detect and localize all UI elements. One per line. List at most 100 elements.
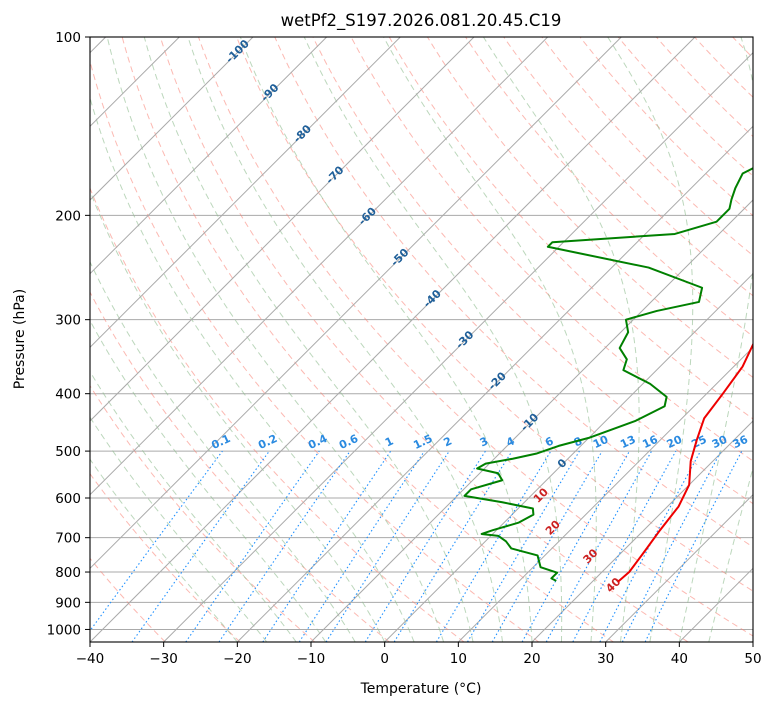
dry-adiabat-label: 20 [543, 517, 563, 537]
axes: −40 −30 −20 −10 0 10 20 30 40 5010020030040050060… [47, 30, 762, 667]
moist-adiabat [239, 37, 533, 642]
x-axis-label: Temperature (°C) [360, 681, 482, 697]
y-tick-label: 100 [55, 30, 81, 46]
x-tick-label: −40 [76, 651, 105, 667]
x-tick-label: 20 [523, 651, 540, 667]
isotherm-label: -90 [258, 81, 281, 104]
mixing-ratio-line [298, 450, 425, 642]
y-tick-label: 900 [55, 595, 81, 611]
dry-adiabat [426, 37, 753, 378]
dry-adiabat [198, 37, 753, 637]
y-tick-label: 600 [55, 491, 81, 507]
x-tick-label: −20 [223, 651, 252, 667]
mixing-ratio-label: 36 [731, 433, 751, 451]
mixing-ratio-line [644, 450, 743, 642]
moist-adiabat [90, 260, 356, 642]
isotherm [236, 125, 753, 642]
moist-adiabat [106, 37, 445, 642]
dry-adiabat-label: 30 [581, 546, 601, 566]
dry-adiabat [350, 37, 753, 462]
moist-adiabat [90, 370, 297, 642]
dry-adiabat [732, 37, 753, 59]
mixing-ratio-line [599, 450, 702, 642]
x-tick-label: −10 [297, 651, 326, 667]
mixing-ratio-label: 0.4 [306, 432, 329, 452]
y-tick-label: 300 [55, 313, 81, 329]
mixing-ratio-line [545, 450, 653, 642]
dry-adiabat [90, 472, 241, 642]
dry-adiabat [274, 37, 753, 548]
y-tick-label: 500 [55, 444, 81, 460]
dry-adiabat [90, 59, 540, 642]
dry-adiabat [694, 37, 753, 98]
isotherm [90, 37, 254, 201]
mixing-ratio-label: 30 [710, 433, 730, 451]
isotherm [90, 37, 696, 642]
moist-adiabat [708, 466, 753, 642]
dry-adiabat [617, 37, 753, 177]
mixing-ratio-line [364, 450, 486, 642]
plot-frame [89, 36, 754, 643]
mixing-ratio-label: 0.1 [209, 432, 232, 452]
mixing-ratio-label: 16 [640, 433, 660, 451]
isotherm [752, 641, 753, 642]
isotherm-label: 0 [555, 456, 570, 471]
moist-adiabat [90, 416, 268, 642]
x-tick-label: −30 [149, 651, 178, 667]
chart-title: wetPf2_S197.2026.081.20.45.C19 [281, 11, 562, 31]
dry-adiabat [312, 37, 753, 505]
y-tick-label: 400 [55, 387, 81, 403]
isotherm-label: -50 [388, 246, 411, 269]
y-tick-label: 200 [55, 208, 81, 224]
moist-adiabat [90, 96, 415, 642]
dry-adiabat [771, 37, 775, 642]
moist-adiabat [143, 37, 474, 642]
moist-adiabat [187, 37, 504, 642]
dry-adiabat [90, 384, 316, 642]
dry-adiabat [388, 37, 753, 420]
mixing-ratio-line [90, 450, 223, 632]
isotherm-label: -60 [356, 204, 379, 227]
isotherm [90, 37, 475, 422]
mixing-ratio-line [521, 450, 630, 642]
isotherm [678, 567, 753, 642]
dry-adiabat [465, 37, 753, 337]
moist-adiabat [678, 37, 753, 642]
isotherm [90, 37, 328, 275]
y-tick-label: 1000 [47, 622, 81, 638]
isotherm-label: -30 [453, 328, 476, 351]
isotherm-label: -20 [486, 369, 509, 392]
dry-adiabat [159, 37, 689, 642]
mixing-ratio-line [393, 450, 513, 642]
background-lines [90, 37, 775, 642]
profile-line-1 [617, 342, 753, 583]
moist-adiabat [383, 37, 597, 642]
mixing-ratio-label: 3 [478, 434, 490, 449]
isotherm [90, 37, 622, 570]
dry-adiabat [503, 37, 753, 297]
moist-adiabat [482, 37, 640, 642]
x-tick-label: 40 [671, 651, 688, 667]
mixing-ratio-label: 2 [442, 434, 454, 449]
x-tick-label: 50 [744, 651, 761, 667]
mixing-ratio-line [131, 450, 270, 642]
isotherm-label: -100 [223, 37, 252, 66]
mixing-ratio-label: 1 [383, 434, 395, 449]
y-tick-label: 700 [55, 531, 81, 547]
profile-line-2 [463, 167, 753, 582]
mixing-ratio-line [262, 450, 392, 642]
mixing-ratio-line [185, 450, 320, 642]
x-tick-label: 0 [380, 651, 389, 667]
isotherm-label: -70 [323, 163, 346, 186]
mixing-ratio-line [325, 450, 450, 642]
x-tick-label: 30 [597, 651, 614, 667]
isotherm [90, 37, 401, 349]
dry-adiabat [655, 37, 753, 138]
mixing-ratio-label: 20 [665, 433, 685, 451]
isotherm [531, 420, 753, 642]
isotherm [90, 37, 549, 496]
dry-adiabat [121, 37, 614, 642]
dry-adiabat [90, 186, 465, 642]
isotherm [163, 51, 753, 642]
